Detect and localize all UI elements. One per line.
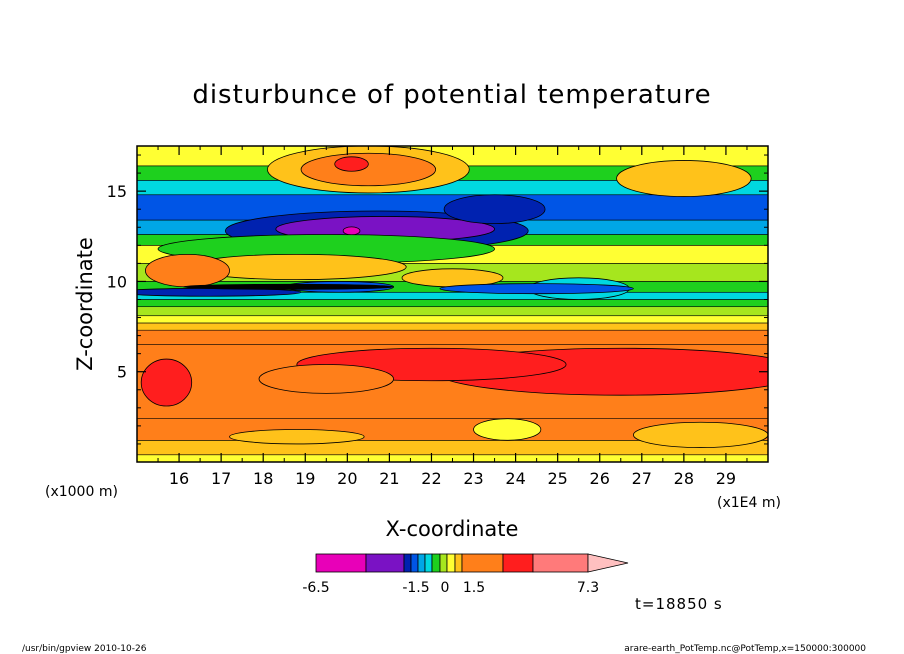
x-unit-left: (x1000 m) <box>45 484 118 500</box>
contour-band-6 <box>137 315 768 324</box>
colorbar-swatch-4 <box>417 553 426 573</box>
contour-cell-16 <box>182 283 395 290</box>
contour-cell-11 <box>145 253 230 288</box>
footer-left: /usr/bin/gpview 2010-10-26 <box>22 644 147 654</box>
x-tick-label-10: 26 <box>590 469 610 488</box>
colorbar-label-3: 1.5 <box>463 580 485 596</box>
colorbar-swatch-1 <box>365 553 405 573</box>
colorbar-swatch-5 <box>424 553 433 573</box>
chart-title: disturbunce of potential temperature <box>192 80 711 110</box>
x-tick-label-8: 24 <box>505 469 525 488</box>
y-tick-label-0: 5 <box>117 363 127 382</box>
y-axis-label: Z-coordinate <box>73 237 97 371</box>
contour-cell-2 <box>334 156 369 172</box>
contour-cell-22 <box>229 429 365 445</box>
x-tick-label-11: 27 <box>632 469 652 488</box>
colorbar-label-0: -6.5 <box>302 580 329 596</box>
footer-right: arare-earth_PotTemp.nc@PotTemp,x=150000:… <box>624 644 866 654</box>
time-label: t=18850 s <box>635 595 723 613</box>
colorbar-swatch-10 <box>461 553 504 573</box>
x-tick-label-7: 23 <box>463 469 483 488</box>
colorbar-swatch-2 <box>403 553 412 573</box>
contour-cell-6 <box>342 226 361 236</box>
contour-band-7 <box>137 306 768 317</box>
contour-band-5 <box>137 322 768 331</box>
colorbar-swatch-8 <box>446 553 456 573</box>
x-tick-label-5: 21 <box>379 469 399 488</box>
colorbar-swatch-11 <box>502 553 534 573</box>
contour-cell-14 <box>439 283 634 295</box>
contour-cell-3 <box>616 160 752 197</box>
x-tick-label-9: 25 <box>547 469 567 488</box>
colorbar-swatch-6 <box>431 553 441 573</box>
contour-band-4 <box>137 329 768 345</box>
colorbar-swatch-0 <box>315 553 367 573</box>
x-tick-label-13: 29 <box>716 469 736 488</box>
x-tick-label-4: 20 <box>337 469 357 488</box>
colorbar-labels: -6.5 -1.5 0 1.5 7.3 <box>302 580 599 596</box>
y-tick-label-1: 10 <box>107 272 127 291</box>
colorbar-swatch-9 <box>454 553 463 573</box>
colorbar-label-4: 7.3 <box>577 580 599 596</box>
y-tick-label-2: 15 <box>107 182 127 201</box>
x-unit-right: (x1E4 m) <box>717 495 781 511</box>
x-axis-ticks: 16 17 18 19 20 21 22 23 24 25 26 27 28 29 <box>157 146 748 488</box>
x-tick-label-6: 22 <box>421 469 441 488</box>
colorbar-swatch-13 <box>587 553 629 573</box>
contour-cell-23 <box>633 421 768 448</box>
contour-cell-1 <box>300 152 437 187</box>
x-axis-label: X-coordinate <box>386 517 519 541</box>
colorbar <box>315 553 629 573</box>
contour-cell-19 <box>140 358 193 407</box>
colorbar-label-1: -1.5 <box>402 580 429 596</box>
contour-cell-20 <box>258 364 395 394</box>
x-tick-label-2: 18 <box>253 469 273 488</box>
colorbar-swatch-7 <box>439 553 448 573</box>
x-tick-label-3: 19 <box>295 469 315 488</box>
plot-area <box>137 146 768 462</box>
contour-band-8 <box>137 299 768 308</box>
colorbar-swatch-3 <box>410 553 419 573</box>
x-tick-label-1: 17 <box>211 469 231 488</box>
colorbar-label-2: 0 <box>441 580 450 596</box>
y-axis-ticks: 5 10 15 <box>107 154 768 445</box>
contour-cell-7 <box>443 194 546 225</box>
x-tick-label-0: 16 <box>169 469 189 488</box>
x-tick-label-12: 28 <box>674 469 694 488</box>
contour-cell-21 <box>473 418 542 441</box>
colorbar-swatch-12 <box>532 553 589 573</box>
